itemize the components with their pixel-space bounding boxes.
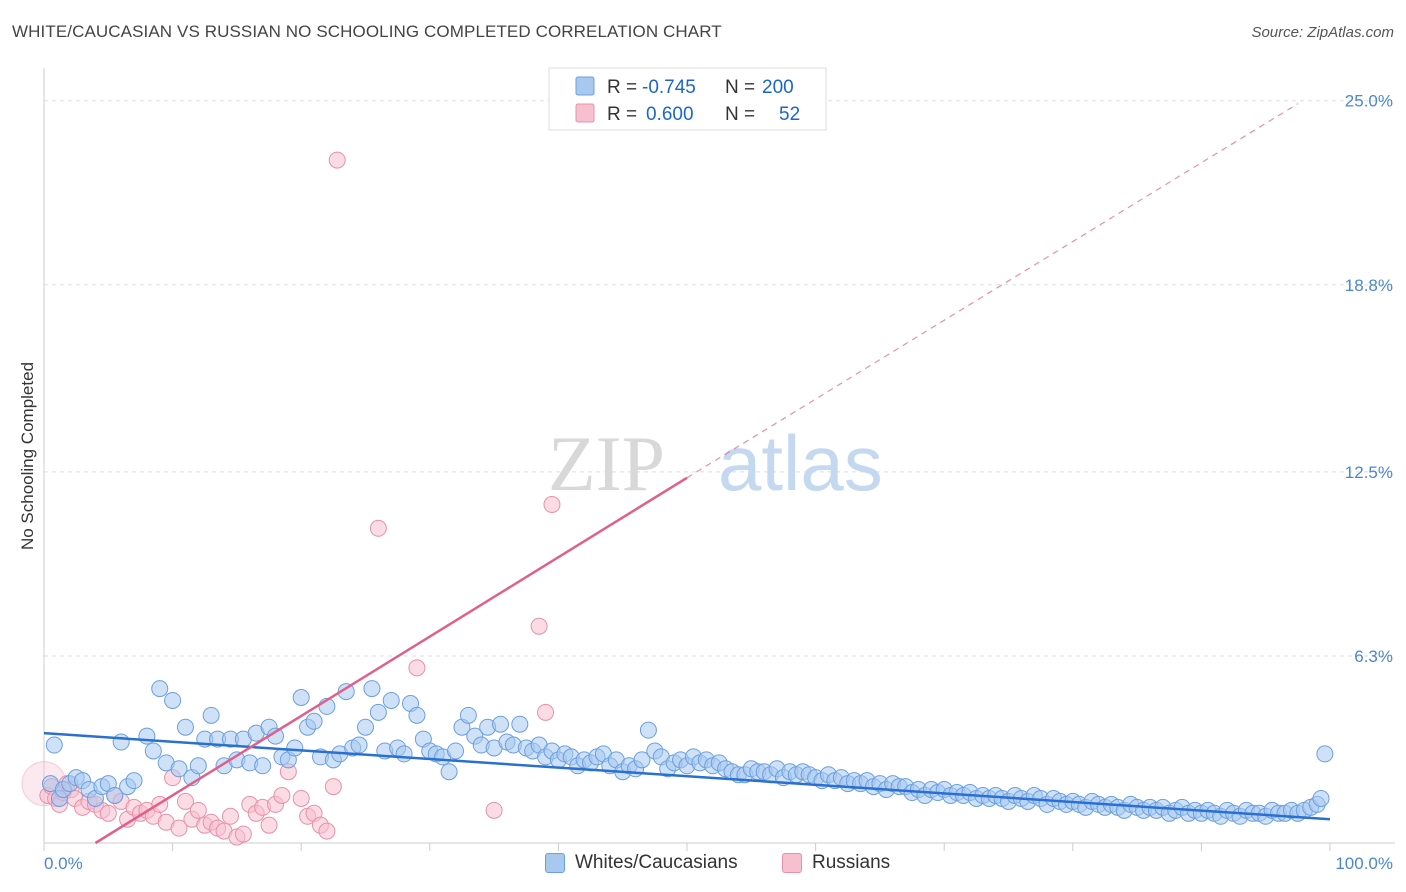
russians-point	[176, 792, 194, 810]
bottom-legend-swatch-whites	[545, 853, 565, 873]
source-credit: Source: ZipAtlas.com	[1251, 24, 1394, 41]
whites-point	[106, 786, 124, 804]
whites-point	[151, 680, 169, 698]
whites-trend-line	[43, 731, 1331, 821]
russians-point	[543, 496, 561, 514]
x-tick-label-max: 100.0%	[1335, 854, 1393, 873]
whites-point	[350, 736, 368, 754]
russians-trend-line	[94, 476, 688, 845]
whites-point	[440, 763, 458, 781]
legend-r-label-whites: R =	[607, 77, 637, 98]
whites-point	[292, 689, 310, 707]
y-tick-label: 12.5%	[1345, 463, 1393, 482]
whites-point	[1316, 745, 1334, 763]
russians-trend-extension	[686, 103, 1299, 479]
legend-n-value-whites: 200	[762, 77, 794, 98]
whites-point	[492, 715, 510, 733]
whites-point	[459, 706, 477, 724]
whites-point	[170, 760, 188, 778]
whites-point	[357, 718, 374, 736]
whites-point	[395, 745, 413, 763]
russians-point	[318, 822, 336, 840]
legend-frame	[548, 67, 827, 131]
bottom-legend-label-whites: Whites/Caucasians	[575, 852, 738, 873]
whites-points	[41, 680, 1334, 825]
legend-swatch-russians	[575, 103, 595, 123]
russians-point	[328, 151, 346, 169]
whites-point	[286, 739, 304, 757]
whites-point	[112, 733, 130, 751]
whites-point	[125, 772, 143, 790]
trend-lines	[43, 103, 1331, 845]
tick-labels: 6.3% 12.5% 18.8% 25.0% 0.0% 100.0%	[44, 92, 1393, 873]
watermark-zip: ZIP	[548, 420, 665, 507]
whites-point	[639, 721, 657, 739]
russians-point	[273, 786, 291, 804]
legend-swatch-whites	[575, 76, 595, 96]
grid-lines	[44, 100, 1395, 657]
whites-point	[254, 757, 272, 775]
legend-n-label-russians: N =	[725, 104, 755, 125]
whites-point	[138, 727, 156, 745]
whites-point	[363, 680, 381, 698]
y-tick-label: 6.3%	[1354, 647, 1393, 666]
russians-point	[260, 816, 278, 834]
russians-point	[485, 801, 503, 819]
legend-n-value-russians: 52	[779, 104, 800, 125]
russians-point	[537, 703, 555, 721]
russians-point	[292, 789, 310, 807]
whites-point	[45, 736, 63, 754]
legend-n-label-whites: N =	[725, 77, 755, 98]
chart-title: WHITE/CAUCASIAN VS RUSSIAN NO SCHOOLING …	[12, 22, 722, 41]
bottom-legend: Whites/Caucasians Russians	[0, 852, 1406, 878]
russians-point	[408, 659, 426, 677]
russians-point	[530, 617, 548, 635]
legend-r-label-russians: R =	[607, 104, 637, 125]
bottom-legend-russians: Russians	[782, 852, 890, 874]
russians-point	[99, 804, 117, 822]
whites-point	[382, 691, 400, 709]
whites-point	[1312, 789, 1330, 807]
russians-point	[324, 778, 342, 796]
russians-point	[369, 519, 387, 537]
bottom-legend-swatch-russians	[782, 853, 802, 873]
whites-point	[511, 715, 529, 733]
russians-point	[221, 807, 239, 825]
whites-point	[144, 742, 162, 760]
legend-box: R = -0.745 N = 200 R = 0.600 N = 52	[548, 67, 827, 131]
whites-point	[202, 706, 220, 724]
legend-r-value-whites: -0.745	[642, 77, 696, 98]
y-tick-label: 18.8%	[1345, 276, 1393, 295]
whites-point	[189, 757, 207, 775]
whites-point	[408, 706, 426, 724]
bottom-legend-label-russians: Russians	[812, 852, 891, 873]
y-tick-label: 25.0%	[1345, 92, 1393, 111]
bottom-legend-whites: Whites/Caucasians	[545, 852, 738, 874]
whites-point	[447, 742, 465, 760]
whites-point	[633, 751, 651, 769]
russians-point	[189, 801, 207, 819]
russians-point	[170, 819, 188, 837]
watermark: ZIP atlas	[548, 419, 883, 507]
x-tick-label-min: 0.0%	[44, 854, 83, 873]
legend-r-value-russians: 0.600	[646, 104, 694, 125]
whites-point	[305, 712, 323, 730]
whites-point	[164, 691, 182, 709]
watermark-atlas: atlas	[718, 419, 883, 507]
russians-point	[234, 825, 252, 843]
axes	[43, 68, 1395, 851]
whites-point	[369, 703, 387, 721]
whites-point	[176, 718, 194, 736]
whites-point	[337, 683, 355, 701]
